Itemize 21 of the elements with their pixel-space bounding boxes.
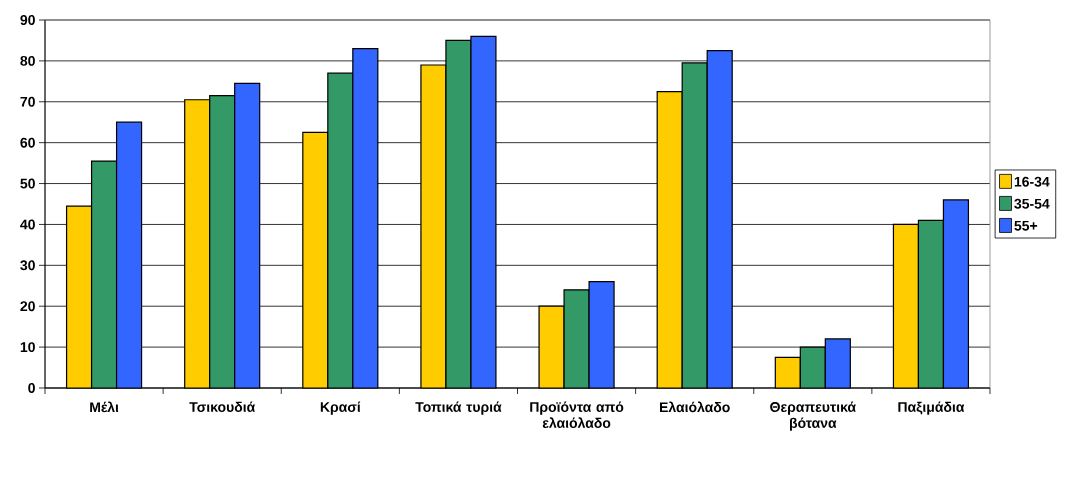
legend-label: 55+	[1014, 220, 1038, 231]
x-tick-label: Ελαιόλαδο	[660, 401, 730, 413]
y-tick-label: 80	[20, 55, 35, 66]
x-tick-label: Θεραπευτικά βότανα	[770, 401, 856, 431]
legend-label: 35-54	[1014, 198, 1050, 209]
x-tick-label: Τοπικά τυριά	[415, 401, 502, 415]
x-tick-label: Κρασί	[320, 401, 361, 415]
y-tick-label: 40	[20, 219, 35, 230]
y-tick-label: 10	[20, 342, 35, 353]
x-tick-label: Παξιμάδια	[898, 401, 965, 415]
y-tick-label: 20	[20, 301, 35, 312]
y-tick-label: 60	[20, 137, 35, 148]
y-tick-label: 30	[20, 260, 35, 271]
y-tick-label: 90	[20, 15, 35, 25]
x-tick-label: Προϊόντα από ελαιόλαδο	[530, 401, 624, 428]
x-tick-label: Μέλι	[90, 401, 119, 413]
legend-label: 16-34	[1014, 176, 1050, 187]
x-tick-label: Τσικουδιά	[189, 401, 256, 412]
y-tick-label: 70	[20, 96, 35, 107]
y-tick-label: 0	[28, 383, 35, 393]
y-tick-label: 50	[20, 178, 35, 189]
